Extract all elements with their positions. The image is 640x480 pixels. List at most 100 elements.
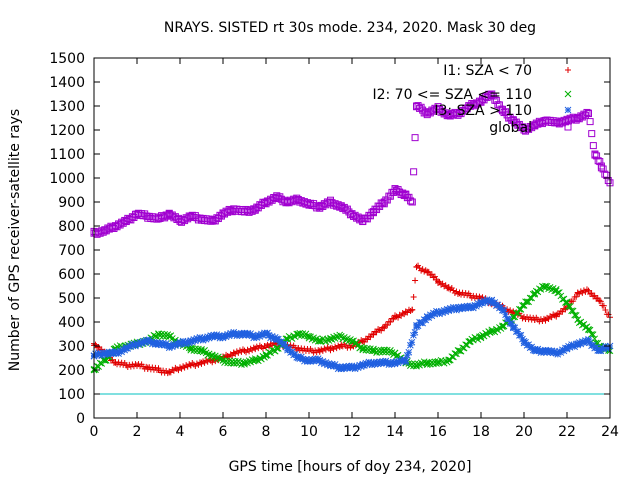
series-trace-marker [172, 342, 179, 350]
data-point [574, 316, 582, 323]
series-trace-marker [591, 335, 598, 343]
data-point [391, 349, 399, 357]
series-trace-marker [410, 294, 417, 301]
series-trace-marker [566, 344, 574, 351]
series-trace-marker [497, 303, 505, 311]
data-point [380, 359, 388, 367]
data-point [284, 335, 291, 343]
series-trace-marker [408, 338, 416, 346]
series-trace-marker [364, 336, 371, 343]
series-trace-marker [431, 273, 438, 280]
data-point [445, 306, 453, 314]
series-trace-marker [407, 341, 414, 349]
data-point [187, 337, 195, 345]
data-point [413, 102, 420, 110]
data-point [542, 116, 549, 124]
data-point [133, 340, 141, 347]
data-point [241, 359, 248, 367]
series-trace-marker [448, 306, 456, 314]
data-point [435, 278, 441, 285]
legend-marker [565, 67, 571, 73]
data-point [133, 210, 141, 218]
series-trace-marker [265, 332, 273, 339]
series-trace-marker [556, 311, 563, 318]
y-tick-label: 600 [58, 267, 85, 283]
data-point [112, 349, 119, 357]
series-trace-marker [522, 298, 529, 306]
data-point [591, 150, 599, 158]
data-point [413, 323, 420, 331]
series-trace-marker [410, 168, 418, 176]
data-point [380, 347, 388, 355]
y-tick-label: 0 [76, 411, 85, 427]
data-point [488, 328, 496, 335]
data-point [316, 347, 323, 354]
series-trace-marker [600, 345, 608, 353]
data-point [381, 323, 388, 330]
series-trace [90, 282, 612, 374]
data-point [165, 333, 173, 340]
series-trace-marker [394, 359, 402, 367]
series-trace-marker [439, 309, 446, 317]
y-axis-label: Number of GPS receiver-satellite rays [7, 109, 23, 371]
series-trace-marker [188, 338, 196, 346]
series-trace-marker [403, 351, 411, 359]
data-point [165, 342, 173, 350]
series-trace-marker [225, 332, 233, 340]
data-point [520, 126, 528, 134]
data-point [520, 337, 528, 345]
series-trace-marker [500, 307, 508, 314]
x-tick-label: 14 [386, 424, 404, 440]
data-point [531, 347, 539, 355]
data-point [413, 361, 420, 369]
data-point [208, 352, 216, 359]
data-point [155, 330, 162, 338]
legend-label: global [489, 120, 532, 136]
y-tick-label: 800 [58, 219, 85, 235]
series-trace-marker [410, 331, 417, 339]
series-layer [90, 90, 614, 377]
series-trace-marker [405, 348, 413, 356]
x-tick-label: 10 [300, 424, 318, 440]
data-point [230, 350, 237, 357]
data-point [563, 116, 571, 124]
data-point [488, 90, 496, 98]
data-point [316, 337, 324, 345]
series-trace-marker [93, 351, 101, 359]
data-point [542, 316, 549, 323]
data-point [359, 345, 367, 352]
x-tick-label: 4 [176, 424, 185, 440]
data-point [134, 362, 140, 369]
y-tick-label: 1300 [49, 99, 85, 115]
data-point [208, 333, 216, 340]
data-point [423, 109, 431, 117]
series-trace-marker [132, 342, 139, 350]
data-point [424, 268, 431, 275]
series-trace-marker [597, 298, 604, 305]
data-point [456, 109, 463, 117]
series-trace-marker [505, 315, 512, 323]
y-tick-label: 1500 [49, 51, 85, 67]
data-point [284, 345, 291, 352]
data-point [273, 335, 281, 343]
series-trace-marker [95, 343, 102, 350]
series-trace-marker [115, 350, 122, 357]
data-point [294, 354, 302, 362]
data-point [563, 299, 571, 307]
series-trace-marker [589, 142, 597, 150]
series-trace-marker [602, 307, 609, 313]
data-point [402, 357, 410, 364]
y-tick-label: 1100 [49, 147, 85, 163]
series-trace-marker [571, 343, 579, 351]
data-point [552, 119, 560, 127]
data-point [359, 361, 367, 369]
data-point [337, 333, 345, 340]
series-trace-marker [293, 353, 301, 361]
series-trace [90, 90, 612, 238]
series-1 [90, 282, 614, 374]
series-trace-marker [588, 331, 595, 338]
series-trace-marker [605, 345, 612, 352]
data-point [305, 333, 313, 340]
data-point [531, 121, 539, 129]
data-point [155, 367, 162, 373]
